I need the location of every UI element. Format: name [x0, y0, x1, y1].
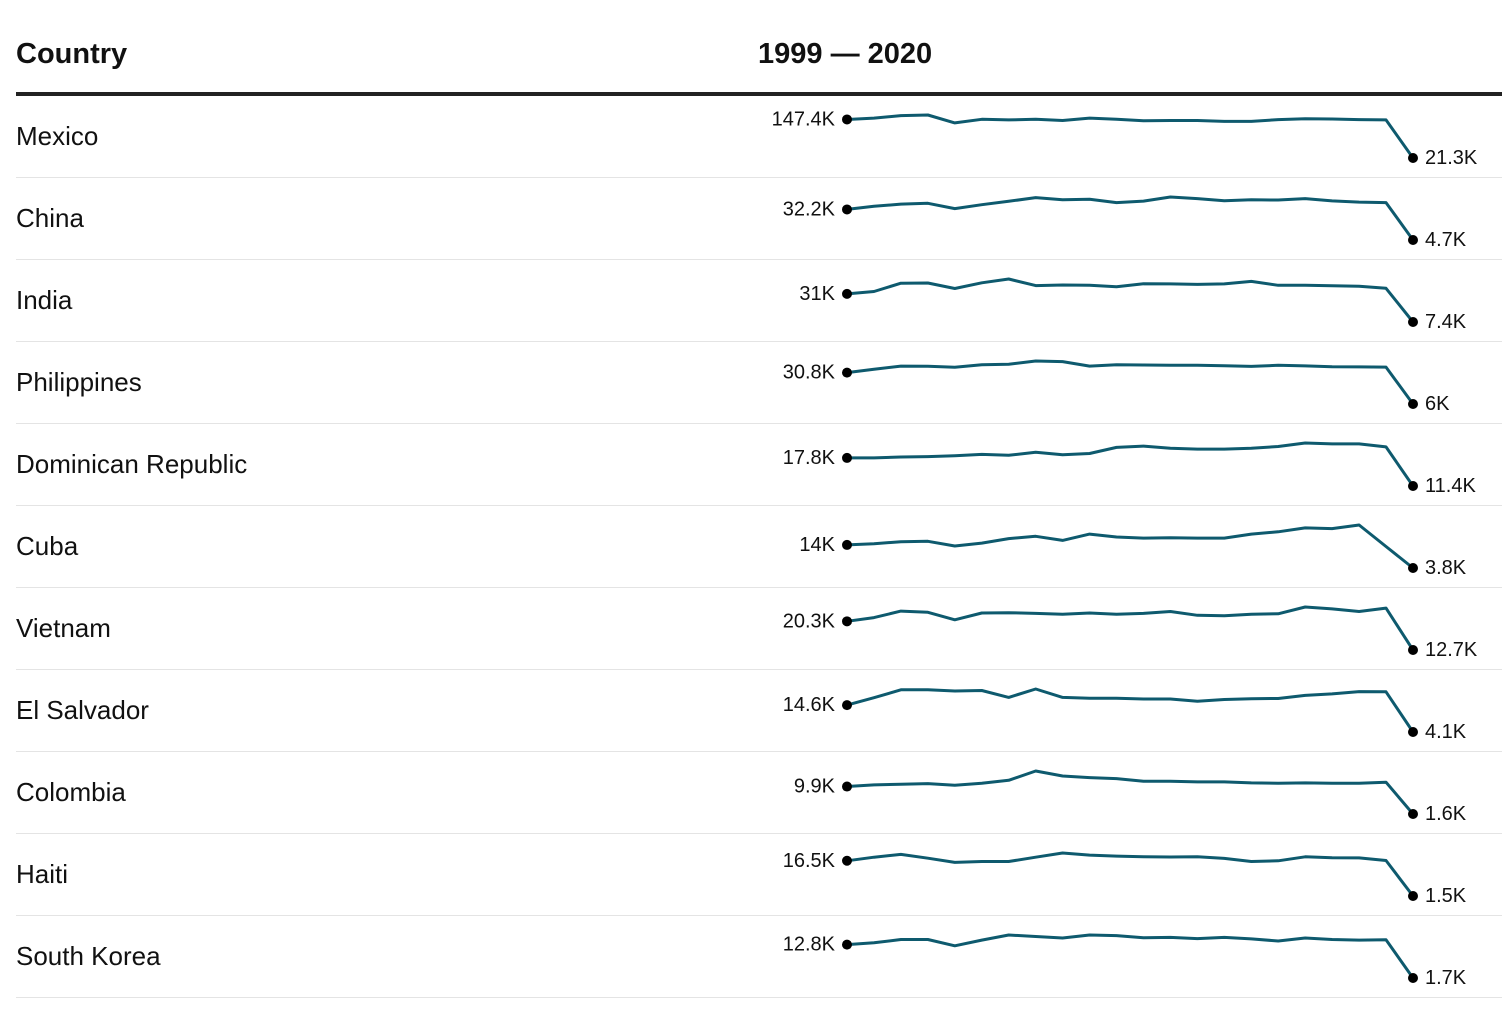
sparkline-series-line — [846, 933, 1415, 979]
table-row: South Korea 12.8K 1.7K — [16, 916, 1502, 998]
country-name: Dominican Republic — [16, 449, 248, 479]
sparkline: 20.3K 12.7K — [783, 605, 1478, 661]
start-value-label: 30.8K — [783, 362, 836, 384]
country-name: Philippines — [16, 367, 142, 397]
sparkline: 147.4K 21.3K — [772, 108, 1478, 169]
table-body: Mexico 147.4K 21.3K China 32.2K 4.7K India 31K 7… — [16, 96, 1502, 998]
sparkline: 32.2K 4.7K — [783, 195, 1467, 251]
start-point-dot — [842, 288, 852, 299]
sparkline: 31K 7.4K — [799, 277, 1467, 333]
sparkline-series-line — [846, 277, 1415, 323]
sparkline-series-line — [846, 113, 1415, 159]
country-name: China — [16, 203, 84, 233]
table-header: Country 1999 — 2020 — [16, 0, 1502, 96]
start-value-label: 12.8K — [783, 934, 836, 956]
end-point-dot — [1408, 481, 1418, 491]
end-point-dot — [1408, 973, 1418, 983]
sparkline: 9.9K 1.6K — [794, 769, 1467, 825]
start-value-label: 31K — [799, 283, 835, 305]
table-row: Vietnam 20.3K 12.7K — [16, 588, 1502, 670]
country-name: India — [16, 285, 73, 315]
year-range-column-header: 1999 — 2020 — [758, 38, 933, 70]
start-point-dot — [842, 939, 852, 950]
end-value-label: 12.7K — [1425, 639, 1478, 661]
country-name: South Korea — [16, 941, 161, 971]
table-row: Mexico 147.4K 21.3K — [16, 96, 1502, 178]
start-point-dot — [842, 781, 852, 792]
start-point-dot — [842, 204, 852, 215]
end-point-dot — [1408, 563, 1418, 573]
end-point-dot — [1408, 399, 1418, 409]
sparkline-series-line — [846, 195, 1415, 241]
start-value-label: 14.6K — [783, 694, 836, 716]
end-value-label: 7.4K — [1425, 311, 1467, 333]
start-point-dot — [842, 700, 852, 711]
sparkline-series-line — [846, 523, 1414, 570]
country-sparkline-table: Country 1999 — 2020 Mexico 147.4K 21.3K Chi… — [16, 0, 1502, 998]
end-value-label: 1.7K — [1425, 967, 1467, 989]
end-value-label: 21.3K — [1425, 147, 1478, 169]
start-value-label: 17.8K — [783, 447, 836, 469]
end-point-dot — [1408, 645, 1418, 655]
start-point-dot — [842, 367, 852, 378]
end-point-dot — [1408, 317, 1418, 327]
start-point-dot — [842, 114, 852, 125]
end-point-dot — [1408, 809, 1418, 819]
sparkline-series-line — [847, 441, 1415, 487]
sparkline-series-line — [846, 359, 1415, 405]
start-point-dot — [842, 539, 852, 550]
country-name: Colombia — [16, 777, 126, 807]
start-point-dot — [842, 855, 852, 866]
end-point-dot — [1408, 235, 1418, 245]
table-row: Haiti 16.5K 1.5K — [16, 834, 1502, 916]
sparkline-series-line — [846, 605, 1415, 651]
end-value-label: 1.5K — [1425, 885, 1467, 907]
sparkline: 30.8K 6K — [783, 359, 1450, 415]
end-value-label: 4.1K — [1425, 721, 1467, 743]
country-name: Haiti — [16, 859, 69, 889]
country-column-header: Country — [16, 38, 128, 70]
sparkline-series-line — [846, 769, 1415, 815]
table-row: Philippines 30.8K 6K — [16, 342, 1502, 424]
start-value-label: 20.3K — [783, 610, 836, 632]
table-row: India 31K 7.4K — [16, 260, 1502, 342]
table-row: El Salvador 14.6K 4.1K — [16, 670, 1502, 752]
end-value-label: 11.4K — [1425, 475, 1476, 497]
country-name: Vietnam — [16, 613, 111, 643]
sparkline: 14.6K 4.1K — [783, 687, 1467, 743]
sparkline-series-line — [846, 687, 1415, 733]
end-point-dot — [1408, 891, 1418, 901]
start-value-label: 14K — [799, 534, 835, 556]
end-point-dot — [1408, 727, 1418, 737]
start-value-label: 147.4K — [772, 108, 836, 130]
table-row: Colombia 9.9K 1.6K — [16, 752, 1502, 834]
table-row: Dominican Republic 17.8K 11.4K — [16, 424, 1502, 506]
end-value-label: 4.7K — [1425, 229, 1467, 251]
end-point-dot — [1408, 153, 1418, 163]
sparkline: 12.8K 1.7K — [783, 933, 1467, 989]
sparkline: 16.5K 1.5K — [783, 850, 1467, 907]
sparkline: 17.8K 11.4K — [783, 441, 1476, 497]
country-name: El Salvador — [16, 695, 149, 725]
start-value-label: 32.2K — [783, 198, 836, 220]
start-value-label: 9.9K — [794, 776, 836, 798]
start-point-dot — [842, 616, 852, 627]
table-row: Cuba 14K 3.8K — [16, 506, 1502, 588]
sparkline-series-line — [846, 851, 1415, 897]
end-value-label: 6K — [1425, 393, 1450, 415]
country-name: Cuba — [16, 531, 79, 561]
end-value-label: 1.6K — [1425, 803, 1467, 825]
start-point-dot — [842, 452, 852, 463]
table-row: China 32.2K 4.7K — [16, 178, 1502, 260]
sparkline: 14K 3.8K — [799, 523, 1467, 579]
end-value-label: 3.8K — [1425, 557, 1467, 579]
start-value-label: 16.5K — [783, 850, 836, 872]
country-name: Mexico — [16, 121, 99, 151]
